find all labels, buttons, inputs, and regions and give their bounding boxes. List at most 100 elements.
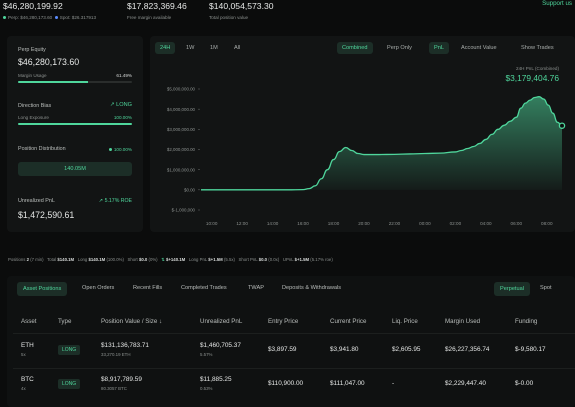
range-1w-button[interactable]: 1W [186,45,195,51]
range-1m-button[interactable]: 1M [210,45,218,51]
account-overview-panel: Perp Equity $46,280,173.60 Margin Usage … [7,36,143,232]
margin-usage-fill [18,81,89,83]
position-distribution-value-wrap: 100.00% [108,147,132,152]
y-tick-label: $2,000,000.00 [167,147,196,152]
tab-asset-positions[interactable]: Asset Positions [17,282,68,296]
col-current-price: Current Price [330,318,367,325]
range-all-button[interactable]: All [234,45,241,51]
row-divider [13,368,575,369]
x-tick-label: 02:00 [450,221,462,226]
x-tick-label: 18:00 [328,221,340,226]
support-link[interactable]: Support us [542,0,572,7]
y-tick-label: $3,000,000.00 [167,127,196,132]
perp-equity-label: Perp Equity [18,47,46,53]
x-tick-label: 12:00 [236,221,248,226]
total-position-value: $140,054,573.30 [209,1,274,11]
long-exposure-label: Long Exposure [18,115,49,120]
asset-leverage: 4x [21,386,26,391]
metric-account-value-button[interactable]: Account Value [461,45,497,51]
unrealized-pnl-pct: 0.53% [200,386,213,391]
toggle-spot[interactable]: Spot [540,285,552,291]
perp-dot-icon [3,16,6,20]
margin-usage-label: Margin Usage [18,73,47,78]
col-position-value[interactable]: Position Value / Size ↓ [101,318,163,325]
total-position-label: Total position value [209,15,249,20]
free-margin-value: $17,823,369.46 [127,1,187,11]
position-size: 80.3057 BTC [101,386,127,391]
toggle-perpetual[interactable]: Perpetual [494,282,530,296]
show-trades-button[interactable]: Show Trades [521,45,554,51]
current-price: $3,941.80 [330,346,359,353]
current-price: $111,047.00 [330,380,365,387]
liq-price: - [392,380,395,387]
col-unrealized-pnl: Unrealized PnL [200,318,243,325]
unrealized-pnl: $1,460,705.37 [200,342,241,349]
free-margin-label: Free margin available [127,15,172,20]
perp-equity-value: $46,280,173.60 [18,57,80,67]
pnl-area-chart: $-1,000,000 $0.00 $1,000,000.00 $2,000,000.… [167,87,566,226]
mode-combined-button[interactable]: Combined [337,42,373,54]
x-tick-label: 06:00 [511,221,523,226]
position-value: $131,136,783.71 [101,342,149,349]
position-distribution-value: 100.00% [113,147,132,152]
margin-usage-bar [18,81,132,83]
trend-up-icon: ↗ [98,198,104,204]
table-header-divider [13,333,575,334]
entry-price: $110,900.00 [268,380,304,387]
col-type: Type [58,318,72,325]
long-exposure-fill [18,123,132,125]
position-distribution-bar[interactable]: 140.05M [18,162,132,176]
positions-panel [7,276,575,407]
asset-name: BTC [21,376,34,383]
x-tick-label: 16:00 [297,221,309,226]
tab-deposits-withdrawals[interactable]: Deposits & Withdrawals [282,285,342,291]
y-tick-label: $1,000,000.00 [167,167,196,172]
long-exposure-value: 100.00% [113,115,132,120]
table-row[interactable]: ETH 5x LONG $131,136,783.71 33,270.19 ET… [0,336,575,368]
y-tick-label: $4,000,000.00 [167,107,196,112]
margin-used: $26,227,356.74 [445,346,490,353]
x-tick-label: 10:00 [206,221,218,226]
funding: $-9,580.17 [515,346,546,353]
x-tick-label: 22:00 [389,221,401,226]
x-tick-label: 08:00 [541,221,553,226]
direction-bias-label: Direction Bias [18,103,52,109]
x-tick-label: 00:00 [419,221,431,226]
unrealized-pnl-label: Unrealized PnL [18,198,55,204]
trend-up-icon: ↗ [109,102,115,108]
entry-price: $3,897.59 [268,346,297,353]
y-tick-label: $-1,000,000 [172,208,196,213]
table-row[interactable]: BTC 4x LONG $8,917,789.59 80.3057 BTC $1… [0,370,575,402]
delta-icon: ⇅ [161,257,165,262]
positions-stats-line: Positions 2 (7 min) Total $140.1M Long $… [8,257,333,262]
mode-perp-only-button[interactable]: Perp Only [387,45,412,51]
unrealized-pnl: $11,885.25 [200,376,232,383]
pnl-area-fill [201,96,562,190]
spot-dot-icon [54,16,58,20]
tab-open-orders[interactable]: Open Orders [82,285,115,291]
asset-name: ETH [21,342,34,349]
perp-spot-breakdown: Perp: $46,280,173.60 Spot: $26.317913 [3,15,96,20]
y-tick-label: $0.00 [184,187,196,192]
pnl-end-point[interactable] [558,122,566,129]
liq-price: $2,605.95 [392,346,421,353]
tab-completed-trades[interactable]: Completed Trades [181,285,227,291]
pnl-series-line [200,96,563,191]
asset-leverage: 5x [21,352,26,357]
pnl-header-value: $3,179,404.76 [505,73,559,83]
x-tick-label: 04:00 [480,221,492,226]
x-tick-label: 14:00 [267,221,279,226]
col-entry-price: Entry Price [268,318,299,325]
margin-usage-value: 61.49% [116,73,132,78]
sort-down-icon: ↓ [159,318,163,325]
col-margin-used: Margin Used [445,318,481,325]
tab-twap[interactable]: TWAP [248,285,264,291]
col-liq-price: Liq. Price [392,318,418,325]
unrealized-pnl-value: $1,472,590.61 [18,210,75,220]
roe-value: 5.17% ROE [104,198,132,204]
metric-pnl-button[interactable]: PnL [429,42,449,54]
tab-recent-fills[interactable]: Recent Fills [133,285,163,291]
position-value: $8,917,789.59 [101,376,142,383]
range-24h-button[interactable]: 24H [155,42,176,54]
perp-equity-total: $46,280,199.92 [3,1,63,11]
